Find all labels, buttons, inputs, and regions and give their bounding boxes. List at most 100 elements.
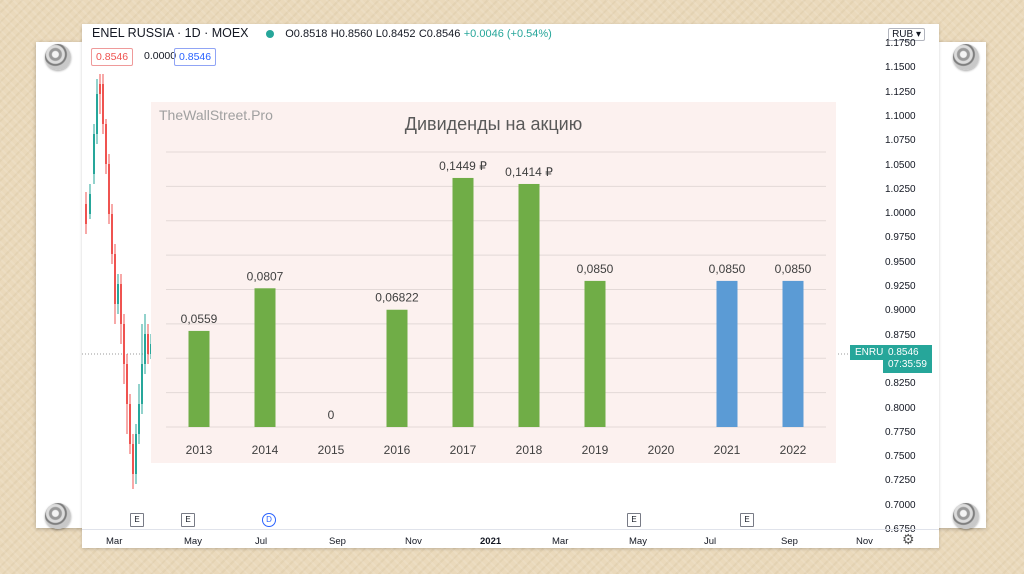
data-label-2017: 0,1449 ₽ xyxy=(439,159,487,173)
dividend-bar-2017 xyxy=(452,177,474,427)
candle-body xyxy=(135,434,137,474)
dividend-marker[interactable]: D xyxy=(262,513,276,527)
time-tick: May xyxy=(184,536,202,547)
price-tick: 0.9750 xyxy=(885,232,916,244)
price-tick: 1.1750 xyxy=(885,38,916,49)
price-tick: 1.0000 xyxy=(885,208,916,220)
grommet-bottom-right xyxy=(953,503,979,529)
x-tick-2020: 2020 xyxy=(648,443,675,457)
last-price-value: 0.8546 xyxy=(888,347,919,358)
price-tick: 0.7250 xyxy=(885,475,916,487)
data-label-2014: 0,0807 xyxy=(247,269,284,283)
candle-body xyxy=(89,194,91,214)
price-tick: 0.9250 xyxy=(885,281,916,292)
x-tick-2018: 2018 xyxy=(516,443,543,457)
price-tick: 1.0750 xyxy=(885,135,916,147)
price-tick: 0.8750 xyxy=(885,329,916,341)
data-label-2021: 0,0850 xyxy=(709,262,746,276)
time-tick: Mar xyxy=(552,536,569,547)
candle-body xyxy=(117,284,119,304)
grommet-top-right xyxy=(953,44,979,70)
symbol-title[interactable]: ENEL RUSSIA · 1D · MOEX xyxy=(92,26,249,40)
last-price-badge: 0.8546 07:35:59 xyxy=(883,345,932,373)
market-status-dot xyxy=(265,29,274,38)
candle-body xyxy=(102,84,104,124)
earnings-marker[interactable]: E xyxy=(740,513,754,527)
time-tick: 2021 xyxy=(480,536,502,547)
time-tick: May xyxy=(629,536,647,547)
candle-body xyxy=(126,364,128,404)
gear-icon[interactable]: ⚙ xyxy=(902,531,915,547)
x-tick-2014: 2014 xyxy=(252,443,279,457)
dividend-bar-2022 xyxy=(782,280,804,427)
price-tick: 1.1000 xyxy=(885,110,916,122)
price-tick: 0.8250 xyxy=(885,378,916,390)
dividend-bar-2018 xyxy=(518,183,540,427)
price-tick: 1.0500 xyxy=(885,159,916,171)
time-tick: Nov xyxy=(856,536,873,547)
time-tick: Jul xyxy=(704,536,717,547)
price-tick: 1.1250 xyxy=(885,86,916,98)
candle-body xyxy=(129,404,131,444)
data-label-2013: 0,0559 xyxy=(181,312,218,326)
price-tick: 0.9000 xyxy=(885,305,916,317)
dividend-bar-2019 xyxy=(584,280,606,427)
ohlc-close: C0.8546 xyxy=(418,28,461,40)
time-tick: Mar xyxy=(106,536,123,547)
price-axis[interactable]: 1.1750 1.1500 1.1250 1.1000 1.0750 1.0500 1.02… xyxy=(877,24,939,548)
price-tick: 1.1500 xyxy=(885,62,916,74)
price-tick: 0.8000 xyxy=(885,402,916,414)
data-label-2018: 0,1414 ₽ xyxy=(505,165,553,179)
chart-title: Дивиденды на акцию xyxy=(404,114,583,134)
price-tick: 0.7000 xyxy=(885,499,916,511)
candle-body xyxy=(123,324,125,364)
earnings-marker[interactable]: E xyxy=(181,513,195,527)
dividend-bar-2013 xyxy=(188,330,210,427)
x-tick-2022: 2022 xyxy=(780,443,807,457)
x-tick-2013: 2013 xyxy=(186,443,213,457)
candle-body xyxy=(108,164,110,214)
x-tick-2016: 2016 xyxy=(384,443,411,457)
currency-label: RUB xyxy=(892,29,914,40)
candle-body xyxy=(141,364,143,404)
dividends-chart-overlay: TheWallStreet.Pro Дивиденды на акцию 0,0… xyxy=(151,102,836,463)
ohlc-open: O0.8518 xyxy=(285,28,328,40)
time-axis[interactable]: Mar May Jul Sep Nov 2021 Mar May Jul Sep Nov xyxy=(82,529,939,548)
watermark: TheWallStreet.Pro xyxy=(159,107,273,123)
time-tick: Nov xyxy=(405,536,422,547)
dividend-bar-2014 xyxy=(254,288,276,427)
sell-price-pill[interactable]: 0.8546 xyxy=(91,48,134,66)
grommet-bottom-left xyxy=(45,503,71,529)
candle-body xyxy=(111,214,113,254)
grommet-top-left xyxy=(45,44,71,70)
price-tick: 0.7750 xyxy=(885,426,916,438)
data-label-2019: 0,0850 xyxy=(577,262,614,276)
candle-body xyxy=(144,334,146,364)
price-tick: 0.7500 xyxy=(885,451,916,463)
data-label-2015: 0 xyxy=(328,408,335,422)
spread-value: 0.0000 xyxy=(144,50,177,62)
time-tick: Sep xyxy=(329,536,346,547)
time-tick: Jul xyxy=(255,536,268,547)
candle-body xyxy=(147,334,149,354)
candle-body xyxy=(114,254,116,304)
symbol-header: ENEL RUSSIA · 1D · MOEX O0.8518 H0.8560 … xyxy=(92,26,552,40)
data-label-2022: 0,0850 xyxy=(775,262,812,276)
candle-body xyxy=(120,284,122,324)
candlestick-series xyxy=(82,74,872,489)
x-tick-2015: 2015 xyxy=(318,443,345,457)
earnings-marker[interactable]: E xyxy=(627,513,641,527)
price-change: +0.0046 (+0.54%) xyxy=(463,28,552,40)
earnings-marker[interactable]: E xyxy=(130,513,144,527)
currency-selector[interactable]: RUB ▾ xyxy=(888,28,925,41)
candle-body xyxy=(85,204,87,224)
buy-price-pill[interactable]: 0.8546 xyxy=(174,48,217,66)
price-tick: 1.0250 xyxy=(885,183,916,195)
candle-body xyxy=(99,84,101,94)
x-tick-2019: 2019 xyxy=(582,443,609,457)
ohlc-high: H0.8560 xyxy=(330,28,373,40)
price-tick: 0.9500 xyxy=(885,256,916,268)
time-tick: Sep xyxy=(781,536,798,547)
dividend-bar-2021 xyxy=(716,280,738,427)
data-label-2016: 0,06822 xyxy=(375,291,419,305)
